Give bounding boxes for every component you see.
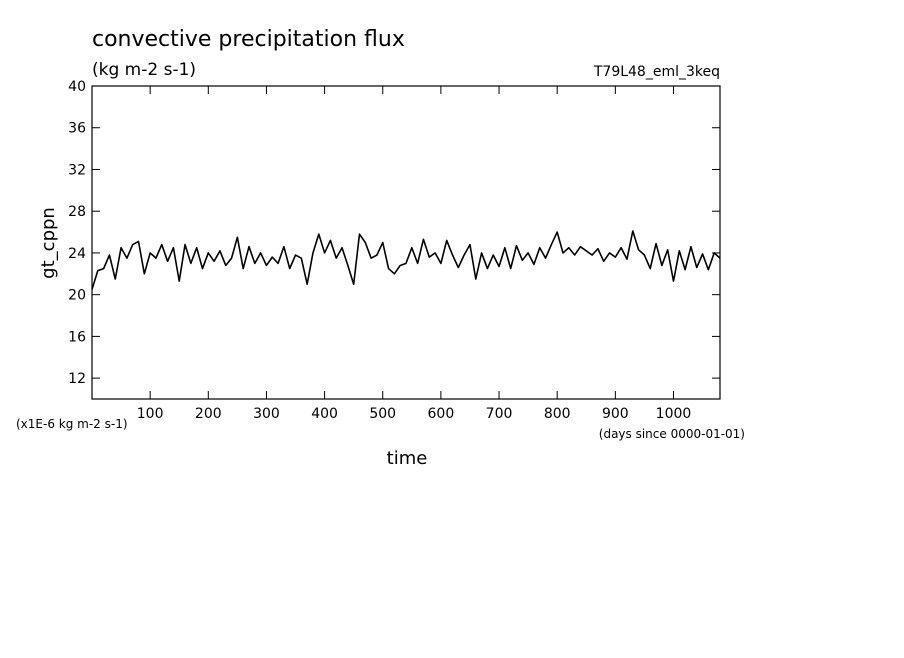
y-tick-label: 40 bbox=[68, 79, 86, 95]
x-tick-label: 800 bbox=[544, 406, 571, 422]
y-axis-label: gt_cppn bbox=[38, 207, 59, 279]
x-tick-label: 100 bbox=[137, 406, 164, 422]
x-tick-label: 600 bbox=[428, 406, 455, 422]
x-tick-label: 700 bbox=[486, 406, 513, 422]
y-tick-label: 20 bbox=[68, 288, 86, 304]
x-tick-label: 1000 bbox=[656, 406, 692, 422]
y-tick-label: 16 bbox=[68, 329, 86, 345]
plot-frame bbox=[91, 85, 721, 400]
x-axis-label: time bbox=[387, 448, 428, 469]
x-tick-label: 300 bbox=[253, 406, 280, 422]
x-tick-label: 400 bbox=[311, 406, 338, 422]
y-unit: (x1E-6 kg m-2 s-1) bbox=[16, 417, 128, 431]
y-tick-label: 36 bbox=[68, 121, 86, 137]
x-unit: (days since 0000-01-01) bbox=[599, 427, 745, 441]
annotation: T79L48_eml_3keq bbox=[593, 64, 720, 80]
data-line bbox=[91, 230, 721, 290]
y-tick-label: 28 bbox=[68, 204, 86, 220]
subtitle: (kg m-2 s-1) bbox=[92, 60, 196, 80]
chart-title: convective precipitation flux bbox=[92, 27, 405, 52]
y-tick-label: 12 bbox=[68, 371, 86, 387]
y-tick-label: 32 bbox=[68, 162, 86, 178]
x-tick-label: 900 bbox=[602, 406, 629, 422]
x-tick-label: 200 bbox=[195, 406, 222, 422]
x-tick-label: 500 bbox=[369, 406, 396, 422]
y-tick-label: 24 bbox=[68, 246, 86, 262]
